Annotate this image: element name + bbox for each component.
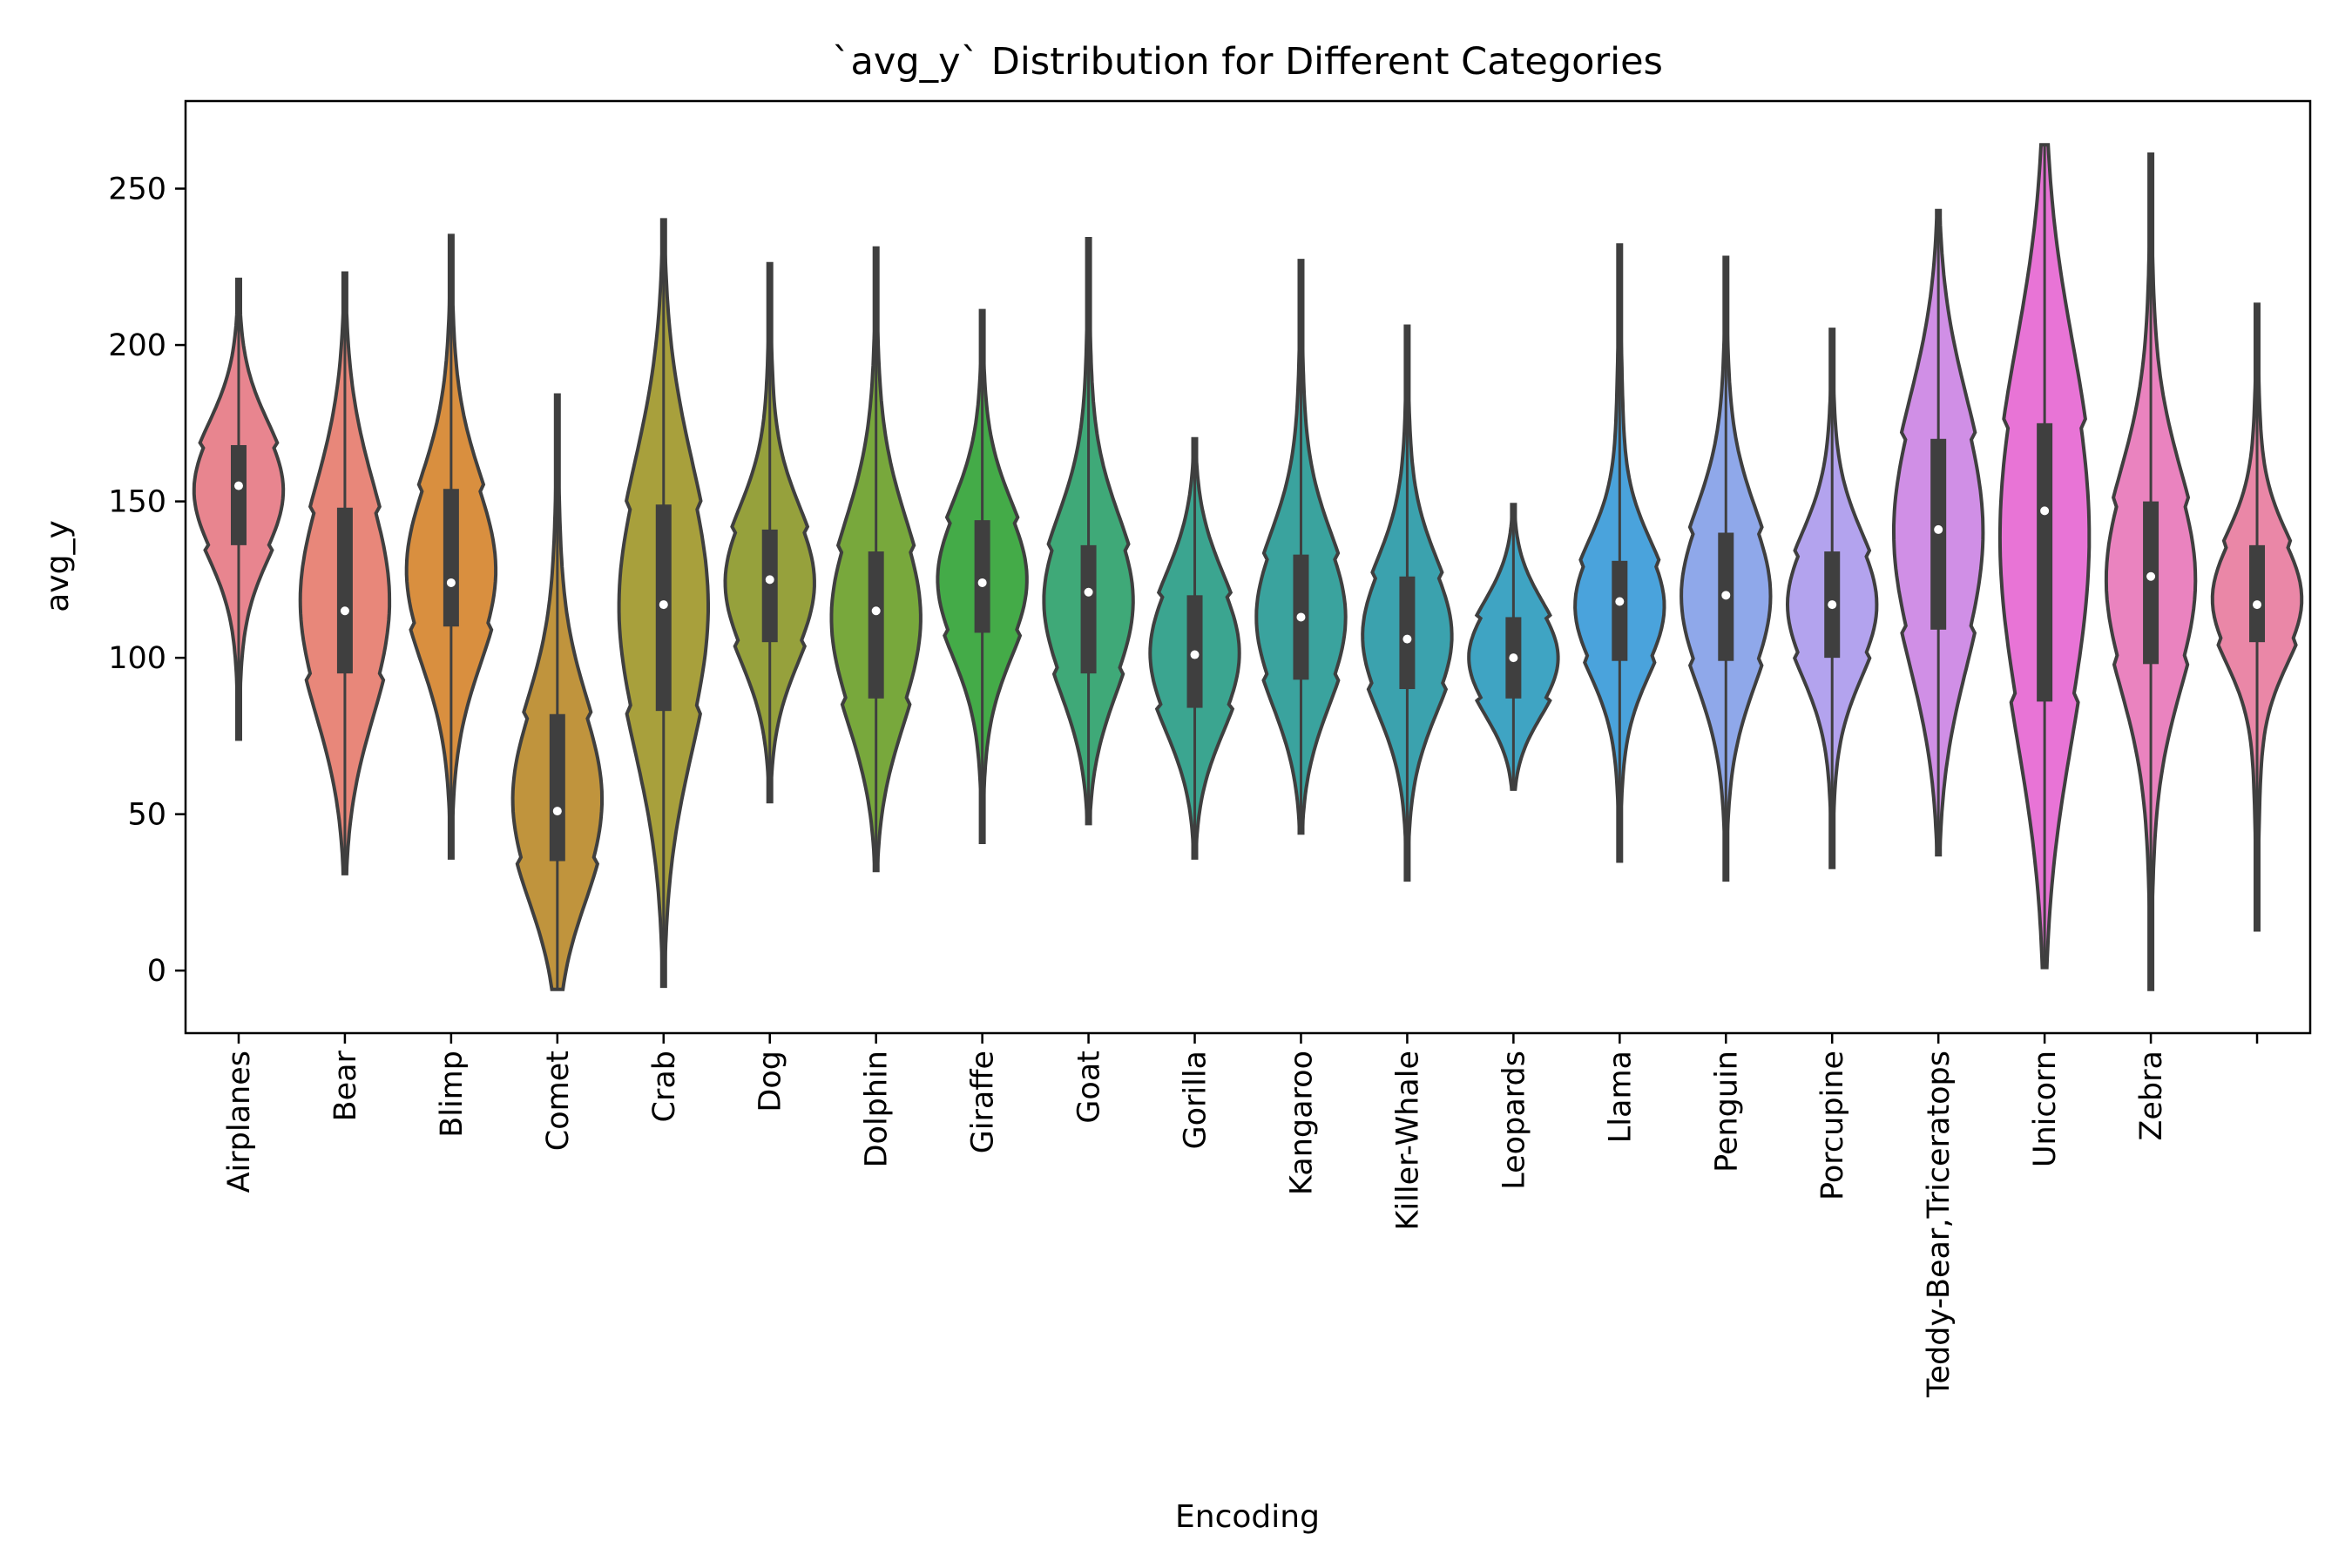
median-dot-18 bbox=[2146, 571, 2156, 581]
x-tick-label-1: Bear bbox=[328, 1050, 363, 1121]
median-dot-2 bbox=[446, 578, 456, 587]
iqr-box-19 bbox=[2249, 544, 2266, 643]
x-tick-label-9: Gorilla bbox=[1179, 1051, 1213, 1150]
median-dot-17 bbox=[2040, 506, 2050, 516]
median-dot-16 bbox=[1934, 524, 1943, 534]
y-axis-label: avg_y bbox=[40, 520, 76, 612]
x-tick-label-5: Dog bbox=[754, 1051, 788, 1112]
median-dot-3 bbox=[552, 807, 562, 816]
median-dot-11 bbox=[1402, 634, 1412, 644]
iqr-box-17 bbox=[2037, 422, 2053, 702]
x-tick-label-2: Blimp bbox=[435, 1051, 470, 1138]
median-dot-12 bbox=[1509, 653, 1518, 663]
median-dot-7 bbox=[977, 578, 987, 587]
iqr-box-1 bbox=[336, 507, 353, 674]
x-tick-label-6: Dolphin bbox=[860, 1051, 895, 1167]
iqr-box-8 bbox=[1080, 544, 1097, 674]
median-dot-14 bbox=[1721, 591, 1731, 600]
x-tick-label-15: Porcupine bbox=[1815, 1051, 1850, 1200]
x-tick-label-3: Comet bbox=[541, 1051, 576, 1151]
x-tick-label-11: Killer-Whale bbox=[1390, 1051, 1425, 1231]
median-dot-10 bbox=[1296, 612, 1306, 622]
x-tick-label-7: Giraffe bbox=[966, 1051, 1001, 1153]
iqr-box-5 bbox=[761, 529, 778, 643]
iqr-box-7 bbox=[974, 520, 990, 633]
violins-group bbox=[192, 143, 2304, 991]
x-axis-label: Encoding bbox=[1175, 1499, 1320, 1535]
median-dot-19 bbox=[2253, 600, 2262, 610]
x-tick-label-0: Airplanes bbox=[222, 1051, 257, 1193]
x-tick-label-4: Crab bbox=[647, 1051, 682, 1123]
y-tick-label-150: 150 bbox=[108, 485, 166, 520]
iqr-box-2 bbox=[443, 489, 459, 627]
x-tick-label-10: Kangaroo bbox=[1284, 1051, 1319, 1195]
iqr-box-16 bbox=[1930, 438, 1947, 630]
median-dot-5 bbox=[765, 575, 774, 585]
x-tick-label-18: Zebra bbox=[2134, 1051, 2169, 1141]
plot-frame bbox=[184, 99, 2312, 1035]
median-dot-6 bbox=[871, 606, 881, 616]
median-dot-9 bbox=[1190, 650, 1200, 659]
median-dot-4 bbox=[659, 600, 668, 610]
median-dot-13 bbox=[1615, 597, 1625, 606]
median-dot-1 bbox=[340, 606, 349, 616]
iqr-box-18 bbox=[2143, 501, 2159, 665]
axes-group: 0 50 100 150 200 250 Airplanes Bear Blimp Comet Cr… bbox=[108, 172, 2259, 1398]
median-dot-8 bbox=[1084, 587, 1093, 597]
y-tick-label-50: 50 bbox=[127, 798, 166, 833]
x-tick-label-12: Leopards bbox=[1497, 1051, 1531, 1190]
chart-title: `avg_y` Distribution for Different Categ… bbox=[832, 40, 1663, 84]
iqr-box-11 bbox=[1399, 576, 1416, 690]
iqr-box-0 bbox=[230, 444, 247, 545]
iqr-box-3 bbox=[549, 713, 565, 862]
median-dot-15 bbox=[1828, 600, 1837, 610]
y-tick-label-250: 250 bbox=[108, 172, 166, 207]
iqr-box-13 bbox=[1612, 560, 1628, 661]
y-tick-label-0: 0 bbox=[147, 954, 166, 989]
iqr-box-6 bbox=[868, 551, 884, 699]
y-tick-label-100: 100 bbox=[108, 641, 166, 676]
x-tick-label-17: Unicorn bbox=[2028, 1051, 2063, 1167]
x-tick-label-14: Penguin bbox=[1709, 1051, 1744, 1173]
y-tick-label-200: 200 bbox=[108, 328, 166, 363]
x-tick-label-16: Teddy-Bear,Triceratops bbox=[1922, 1051, 1957, 1398]
median-dot-0 bbox=[233, 481, 243, 490]
x-tick-label-13: Llama bbox=[1603, 1051, 1638, 1143]
x-tick-label-8: Goat bbox=[1072, 1051, 1107, 1124]
